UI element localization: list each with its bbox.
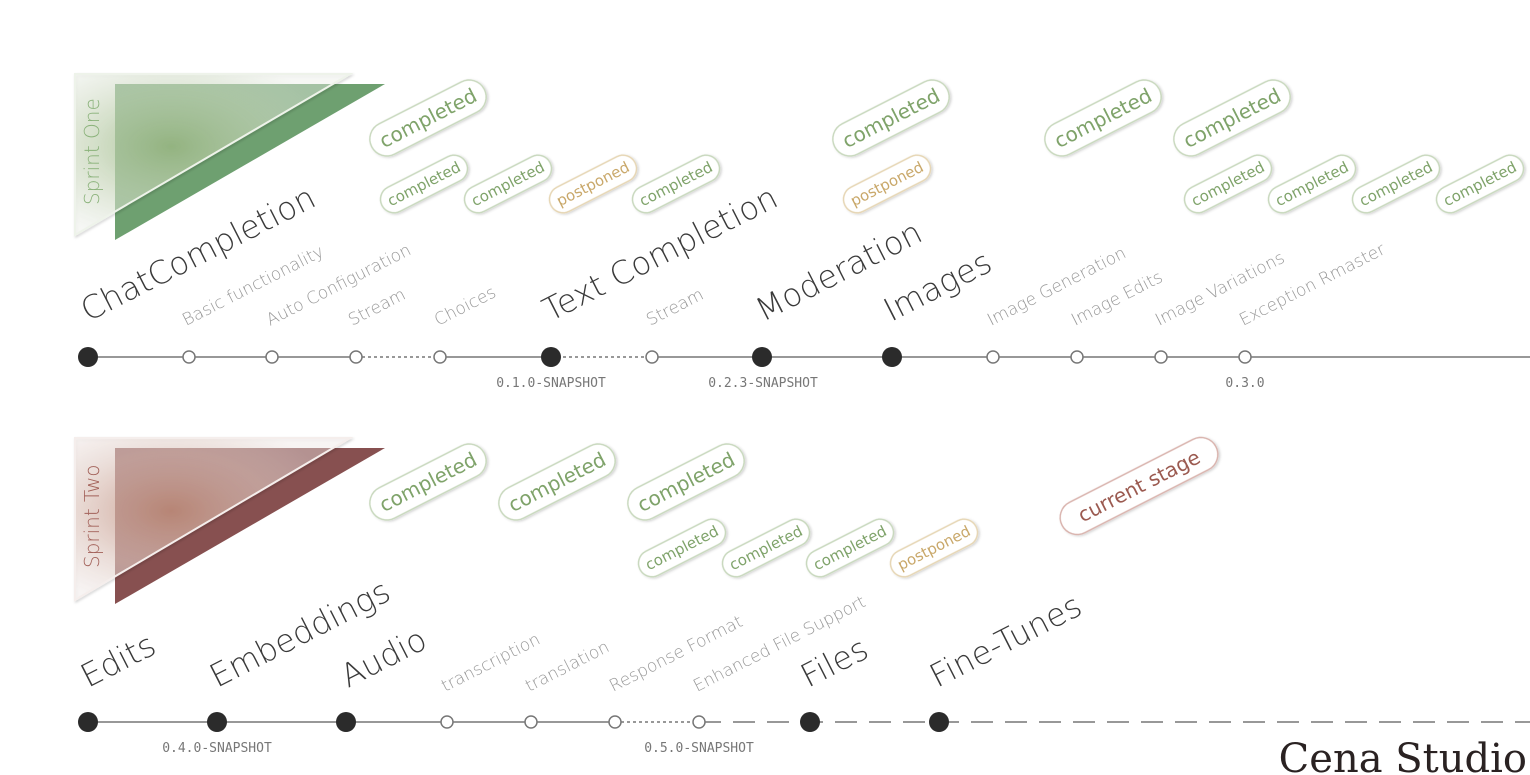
minor-node xyxy=(182,350,196,364)
node-label-major: Edits xyxy=(74,626,161,696)
badge-pill xyxy=(379,154,469,214)
minor-node xyxy=(608,715,622,729)
completed-badge: completed xyxy=(805,518,895,578)
sprint-two-timeline: 0.4.0-SNAPSHOT 0.5.0-SNAPSHOT Edits Embe… xyxy=(74,572,1530,756)
completed-badge: completed xyxy=(379,154,469,214)
version-label: 0.3.0 xyxy=(1225,376,1264,391)
badge-pill xyxy=(832,79,950,157)
badge-pill xyxy=(631,154,721,214)
version-label: 0.5.0-SNAPSHOT xyxy=(644,741,754,756)
badge-pill xyxy=(548,154,638,214)
sprint-two-title: Sprint Two xyxy=(80,464,104,568)
current-stage-badge: current stage xyxy=(1059,436,1219,536)
minor-node xyxy=(1070,350,1084,364)
completed-badge: completed xyxy=(627,443,745,521)
node-label-minor: Auto Configuration xyxy=(263,240,414,330)
status-badges: completed completed completed completedcomp… xyxy=(369,79,1525,578)
major-node xyxy=(882,347,902,367)
badge-pill xyxy=(889,518,979,578)
completed-badge: completed xyxy=(369,443,487,521)
completed-badge: completed xyxy=(463,154,553,214)
badge-pill xyxy=(463,154,553,214)
minor-node xyxy=(645,350,659,364)
major-node xyxy=(78,347,98,367)
minor-node xyxy=(986,350,1000,364)
completed-badge: completed xyxy=(1183,154,1273,214)
major-node xyxy=(336,712,356,732)
node-label-minor: Stream xyxy=(345,285,409,331)
badge-text: current stage xyxy=(1074,445,1204,527)
minor-node xyxy=(1154,350,1168,364)
completed-badge: completed xyxy=(1351,154,1441,214)
badge-pill xyxy=(637,518,727,578)
badge-pill xyxy=(1435,154,1525,214)
sprint-one-triangle xyxy=(74,73,354,237)
sprint-two-triangle xyxy=(74,437,354,602)
completed-badge: completed xyxy=(1435,154,1525,214)
major-node xyxy=(78,712,98,732)
sprint-one-timeline: 0.1.0-SNAPSHOT 0.2.3-SNAPSHOT 0.3.0 Chat… xyxy=(74,178,1530,391)
version-label: 0.1.0-SNAPSHOT xyxy=(496,376,606,391)
minor-node xyxy=(692,715,706,729)
badge-pill xyxy=(1267,154,1357,214)
badge-pill xyxy=(842,154,932,214)
postponed-badge: postponed xyxy=(548,154,638,214)
node-label-major: Audio xyxy=(334,620,432,695)
postponed-badge: postponed xyxy=(842,154,932,214)
node-label-minor: Stream xyxy=(643,285,707,331)
brand-logo: Cena Studio xyxy=(1279,736,1527,775)
minor-node xyxy=(440,715,454,729)
badge-pill xyxy=(498,443,616,521)
completed-badge: completed xyxy=(637,518,727,578)
badge-pill xyxy=(369,443,487,521)
completed-badge: completed xyxy=(369,79,487,157)
sprint-two-banner: Sprint Two xyxy=(74,437,385,604)
completed-badge: completed xyxy=(832,79,950,157)
minor-node xyxy=(349,350,363,364)
completed-badge: completed xyxy=(498,443,616,521)
major-node xyxy=(752,347,772,367)
minor-node xyxy=(433,350,447,364)
badge-pill xyxy=(1059,436,1219,536)
badge-pill xyxy=(1351,154,1441,214)
badge-pill xyxy=(805,518,895,578)
completed-badge: completed xyxy=(1173,79,1291,157)
sprint-one-banner: Sprint One xyxy=(74,73,385,240)
badge-pill xyxy=(1173,79,1291,157)
badge-pill xyxy=(627,443,745,521)
completed-badge: completed xyxy=(721,518,811,578)
completed-badge: completed xyxy=(1267,154,1357,214)
version-label: 0.4.0-SNAPSHOT xyxy=(162,741,272,756)
node-label-minor: Exception Rmaster xyxy=(1236,240,1388,331)
minor-node xyxy=(265,350,279,364)
sprint-one-title: Sprint One xyxy=(80,98,104,205)
node-label-minor: Response Format xyxy=(606,612,746,697)
node-label-minor: Choices xyxy=(431,282,499,330)
version-label: 0.2.3-SNAPSHOT xyxy=(708,376,818,391)
major-node xyxy=(207,712,227,732)
node-label-major: Fine-Tunes xyxy=(923,586,1087,695)
minor-node xyxy=(524,715,538,729)
major-node xyxy=(541,347,561,367)
major-node xyxy=(929,712,949,732)
node-label-minor: Image Generation xyxy=(984,243,1129,330)
minor-node xyxy=(1238,350,1252,364)
major-node xyxy=(800,712,820,732)
badge-pill xyxy=(1044,79,1162,157)
badge-pill xyxy=(369,79,487,157)
completed-badge: completed xyxy=(1044,79,1162,157)
postponed-badge: postponed xyxy=(889,518,979,578)
badge-pill xyxy=(1183,154,1273,214)
badge-pill xyxy=(721,518,811,578)
